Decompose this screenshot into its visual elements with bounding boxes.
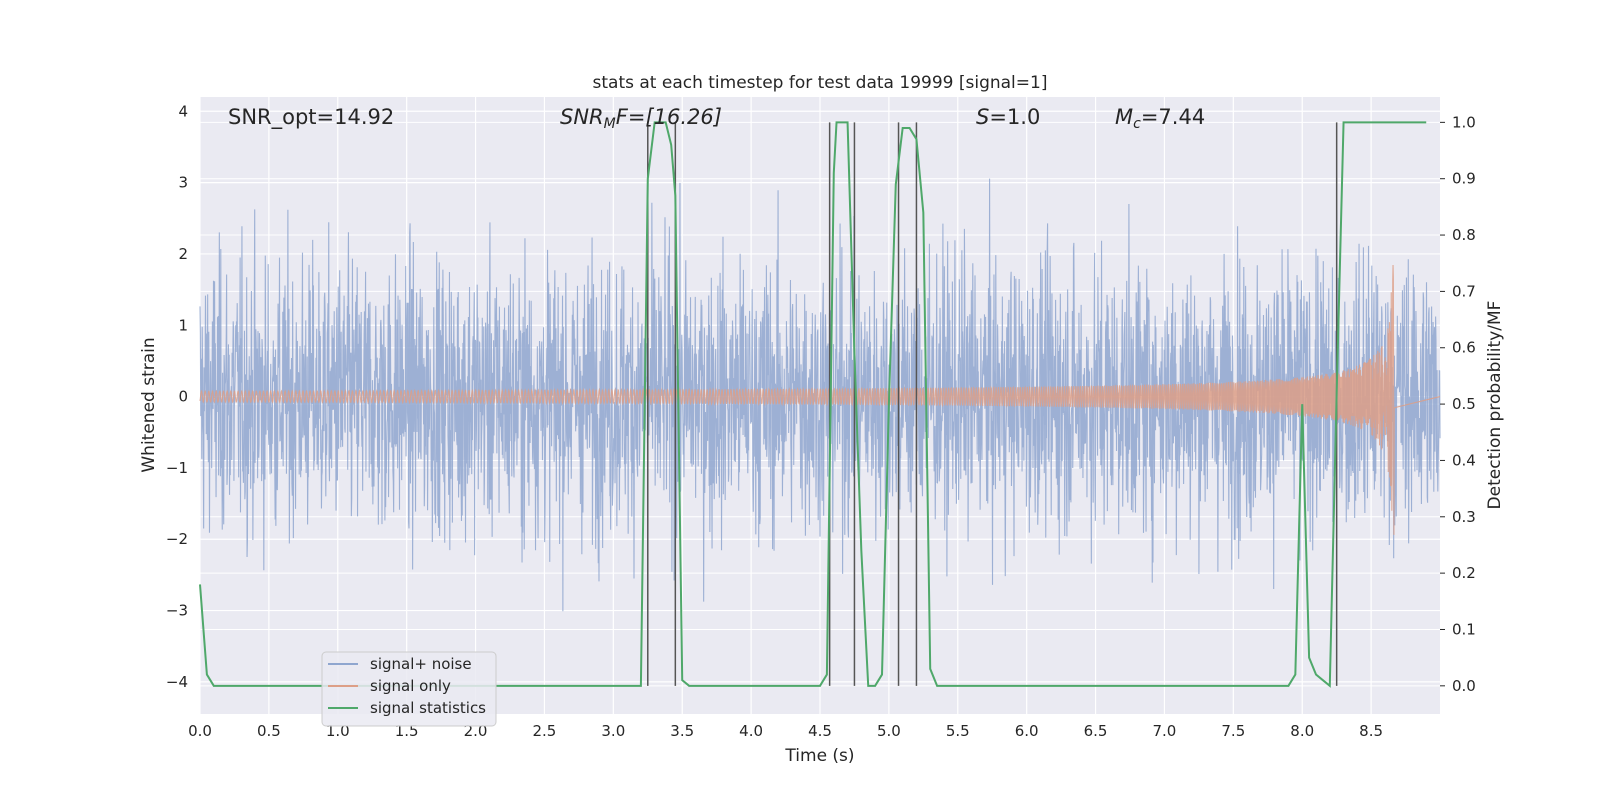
chart-title: stats at each timestep for test data 199… <box>593 73 1048 93</box>
y-tick-label: 3 <box>178 174 188 192</box>
x-tick-label: 8.5 <box>1359 722 1383 740</box>
legend-label-noise: signal+ noise <box>370 655 472 673</box>
x-tick-label: 4.5 <box>808 722 832 740</box>
noise-trace <box>199 178 1441 612</box>
y-tick-label: 4 <box>178 102 188 120</box>
x-tick-label: 3.0 <box>601 722 625 740</box>
y-tick-label: −2 <box>166 530 188 548</box>
noise-series <box>199 178 1441 612</box>
chirp-series <box>199 264 1441 535</box>
y-tick-label: 1 <box>178 316 188 334</box>
y-tick-label-right: 0.4 <box>1452 451 1476 469</box>
x-tick-label: 7.0 <box>1153 722 1177 740</box>
y-tick-label: 2 <box>178 245 188 263</box>
y-tick-label-right: 0.9 <box>1452 170 1476 188</box>
y-tick-label-right: 0.8 <box>1452 226 1476 244</box>
x-tick-label: 2.5 <box>533 722 557 740</box>
y-tick-label-right: 0.3 <box>1452 508 1476 526</box>
legend-label-signal: signal only <box>370 677 451 695</box>
x-tick-label: 7.5 <box>1221 722 1245 740</box>
y-tick-label-right: 0.5 <box>1452 395 1476 413</box>
annotation-mc: Mc=7.44 <box>1115 105 1205 132</box>
y-tick-label: −4 <box>166 673 188 691</box>
x-axis-label: Time (s) <box>784 746 854 766</box>
legend-label-statistics: signal statistics <box>370 699 486 717</box>
y-tick-label-right: 0.2 <box>1452 564 1476 582</box>
x-tick-label: 6.5 <box>1084 722 1108 740</box>
legend-box <box>321 651 497 727</box>
chirp-trace <box>199 264 1441 535</box>
y-tick-label-right: 0.0 <box>1452 677 1476 695</box>
statistics-line <box>199 121 1427 688</box>
x-tick-label: 6.0 <box>1015 722 1039 740</box>
y-axis-label: Whitened strain <box>139 337 159 472</box>
y-axis-label-right: Detection probability/MF <box>1485 301 1505 510</box>
x-tick-label: 8.0 <box>1290 722 1314 740</box>
y-tick-label-right: 1.0 <box>1452 113 1476 131</box>
x-tick-label: 0.0 <box>188 722 212 740</box>
legend: signal+ noise signal only signal statist… <box>321 651 497 727</box>
x-tick-label: 4.0 <box>739 722 763 740</box>
x-tick-label: 5.5 <box>946 722 970 740</box>
annotation-snr-opt: SNR_opt=14.92 <box>228 105 394 130</box>
y-tick-label-right: 0.7 <box>1452 282 1476 300</box>
y-ticks-left: 4 3 2 1 0 −1 −2 −3 −4 <box>166 102 188 691</box>
y-tick-label: −3 <box>166 602 188 620</box>
annotation-snr-mf: SNRMF=[16.26] <box>560 105 722 132</box>
x-tick-label: 3.5 <box>670 722 694 740</box>
y-tick-label-right: 0.6 <box>1452 339 1476 357</box>
y-tick-label-right: 0.1 <box>1452 620 1476 638</box>
x-tick-label: 5.0 <box>877 722 901 740</box>
y-tick-label: −1 <box>166 459 188 477</box>
x-ticks: 0.0 0.5 1.0 1.5 2.0 2.5 3.0 3.5 4.0 4.5 5.0 5.5 6.0 6… <box>188 722 1383 740</box>
y-ticks-right: 1.0 0.9 0.8 0.7 0.6 0.5 0.4 0.3 0.2 0.1 0.0 <box>1440 113 1476 695</box>
x-tick-label: 0.5 <box>257 722 281 740</box>
y-tick-label: 0 <box>178 388 188 406</box>
statistics-series <box>199 121 1427 688</box>
annotation-s: S=1.0 <box>976 105 1040 129</box>
